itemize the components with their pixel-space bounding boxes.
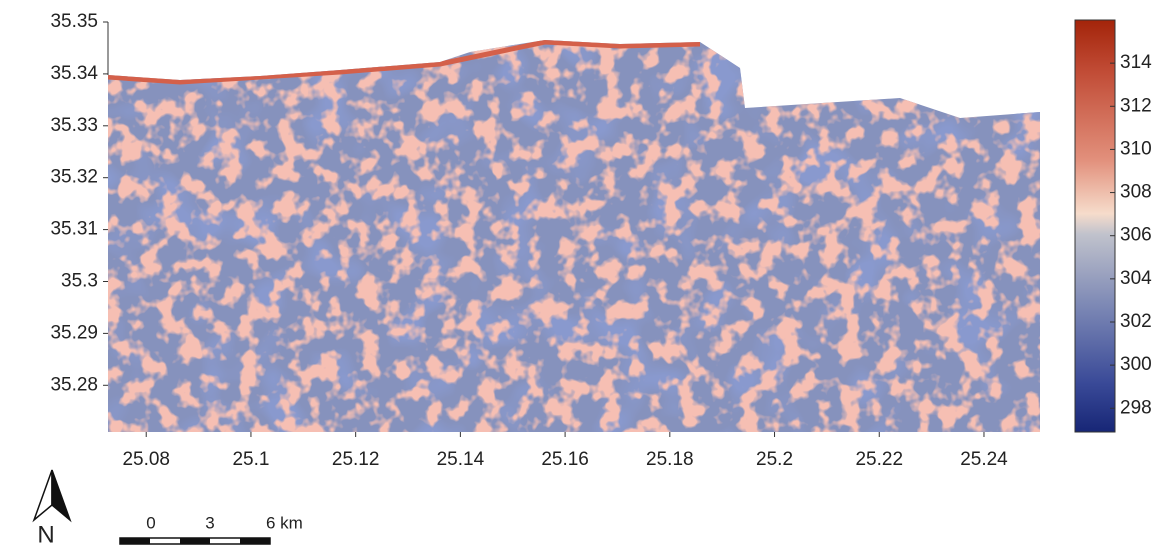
scale-label: 6 km: [266, 513, 303, 532]
y-tick-label: 35.31: [50, 219, 98, 240]
colorbar-tick-label: 310: [1120, 138, 1152, 159]
x-tick-label: 25.16: [541, 449, 589, 470]
north-arrow: N: [34, 470, 70, 548]
colorbar-tick-label: 304: [1120, 268, 1152, 289]
x-tick-label: 25.14: [437, 449, 485, 470]
north-label: N: [37, 521, 54, 548]
colorbar-tick-label: 308: [1120, 182, 1152, 203]
x-tick-label: 25.18: [646, 449, 694, 470]
colorbar-tick-label: 302: [1120, 311, 1152, 332]
scale-label: 0: [146, 513, 155, 532]
map-figure: N 0 3 6 km 25.08 25.1 25.12 25.14 25.16 25.18…: [0, 0, 1172, 548]
colorbar: [1075, 20, 1115, 432]
colorbar-tick-label: 298: [1120, 397, 1152, 418]
x-tick-label: 25.24: [960, 449, 1008, 470]
map-area: [108, 22, 1040, 432]
colorbar-tick-label: 314: [1120, 52, 1152, 73]
y-tick-label: 35.29: [50, 322, 98, 343]
colorbar-tick-label: 306: [1120, 225, 1152, 246]
y-tick-label: 35.33: [50, 115, 98, 136]
y-tick-label: 35.28: [50, 374, 98, 395]
scale-bar: 0 3 6 km: [120, 513, 303, 544]
x-tick-label: 25.22: [855, 449, 903, 470]
x-tick-label: 25.08: [122, 449, 170, 470]
scale-label: 3: [205, 513, 214, 532]
x-tick-label: 25.12: [332, 449, 380, 470]
x-tick-label: 25.2: [756, 449, 793, 470]
colorbar-tick-label: 312: [1120, 95, 1152, 116]
temperature-raster: [108, 30, 1040, 432]
colorbar-tick-label: 300: [1120, 354, 1152, 375]
y-tick-label: 35.35: [50, 11, 98, 32]
y-tick-label: 35.34: [50, 63, 98, 84]
x-tick-label: 25.1: [232, 449, 269, 470]
y-tick-label: 35.3: [61, 271, 98, 292]
y-tick-label: 35.32: [50, 167, 98, 188]
